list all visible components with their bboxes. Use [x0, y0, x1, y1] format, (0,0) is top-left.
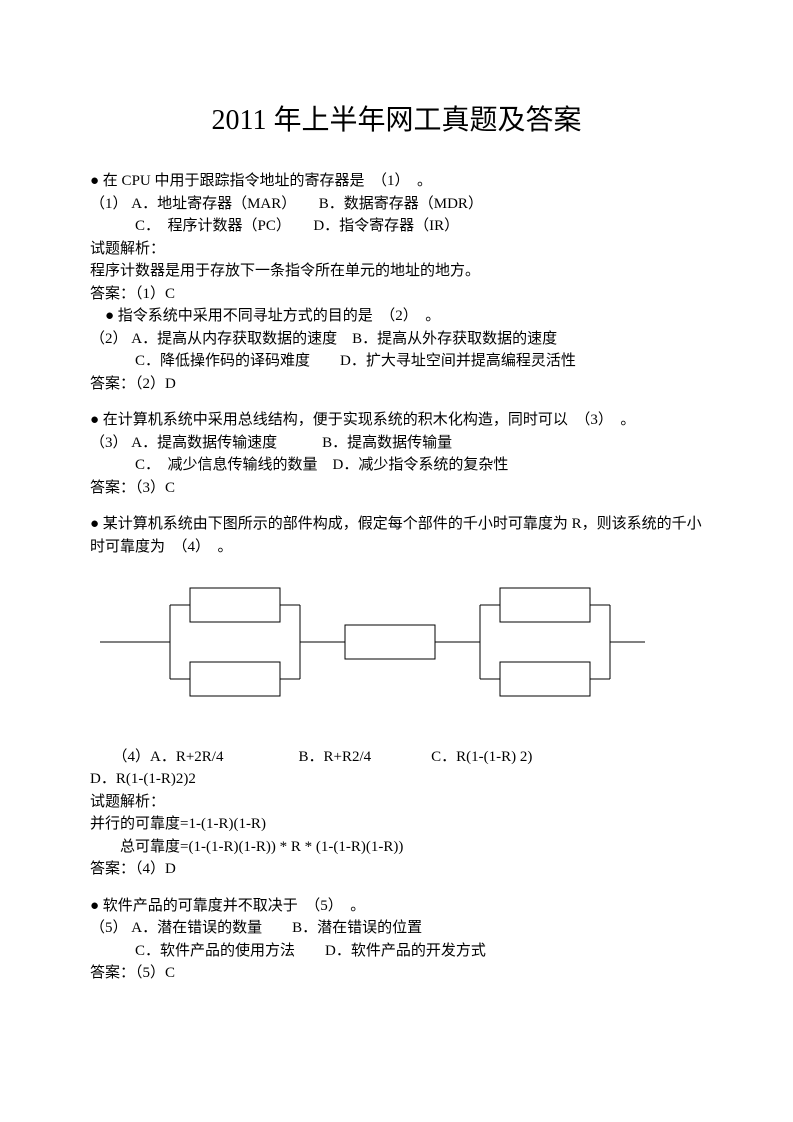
- q4-stem: ● 某计算机系统由下图所示的部件构成，假定每个部件的千小时可靠度为 R，则该系统…: [90, 513, 703, 558]
- q1-explanation-heading: 试题解析：: [90, 238, 703, 261]
- q4-answer: 答案：（4）D: [90, 858, 703, 881]
- reliability-diagram: [90, 570, 703, 728]
- q1-options-line1: （1） A．地址寄存器（MAR） B．数据寄存器（MDR）: [90, 193, 703, 216]
- reliability-diagram-svg: [90, 570, 650, 720]
- q2-stem: ● 指令系统中采用不同寻址方式的目的是 （2） 。: [90, 305, 703, 328]
- q4-explanation-line1: 并行的可靠度=1-(1-R)(1-R): [90, 813, 703, 836]
- q4-options-line1: （4）A．R+2R/4 B．R+R2/4 C．R(1-(1-R) 2): [90, 746, 703, 769]
- q5-stem: ● 软件产品的可靠度并不取决于 （5） 。: [90, 895, 703, 918]
- q1-explanation: 程序计数器是用于存放下一条指令所在单元的地址的地方。: [90, 260, 703, 283]
- q2-options-line2: C．降低操作码的译码难度 D．扩大寻址空间并提高编程灵活性: [90, 350, 703, 373]
- q2-options-line1: （2） A．提高从内存获取数据的速度 B．提高从外存获取数据的速度: [90, 328, 703, 351]
- q5-answer: 答案：（5）C: [90, 962, 703, 985]
- q4-options-line2: D．R(1-(1-R)2)2: [90, 768, 703, 791]
- q1-stem: ● 在 CPU 中用于跟踪指令地址的寄存器是 （1） 。: [90, 170, 703, 193]
- q1-answer: 答案：（1）C: [90, 283, 703, 306]
- q3-options-line2: C． 减少信息传输线的数量 D．减少指令系统的复杂性: [90, 454, 703, 477]
- q3-options-line1: （3） A．提高数据传输速度 B．提高数据传输量: [90, 432, 703, 455]
- page-title: 2011 年上半年网工真题及答案: [90, 100, 703, 142]
- q5-options-line1: （5） A．潜在错误的数量 B．潜在错误的位置: [90, 917, 703, 940]
- q2-answer: 答案：（2）D: [90, 373, 703, 396]
- q4-explanation-line2: 总可靠度=(1-(1-R)(1-R)) * R * (1-(1-R)(1-R)): [90, 836, 703, 859]
- q4-explanation-heading: 试题解析：: [90, 791, 703, 814]
- q3-answer: 答案：（3）C: [90, 477, 703, 500]
- q5-options-line2: C．软件产品的使用方法 D．软件产品的开发方式: [90, 940, 703, 963]
- q3-stem: ● 在计算机系统中采用总线结构，便于实现系统的积木化构造，同时可以 （3） 。: [90, 409, 703, 432]
- q1-options-line2: C． 程序计数器（PC） D．指令寄存器（IR）: [90, 215, 703, 238]
